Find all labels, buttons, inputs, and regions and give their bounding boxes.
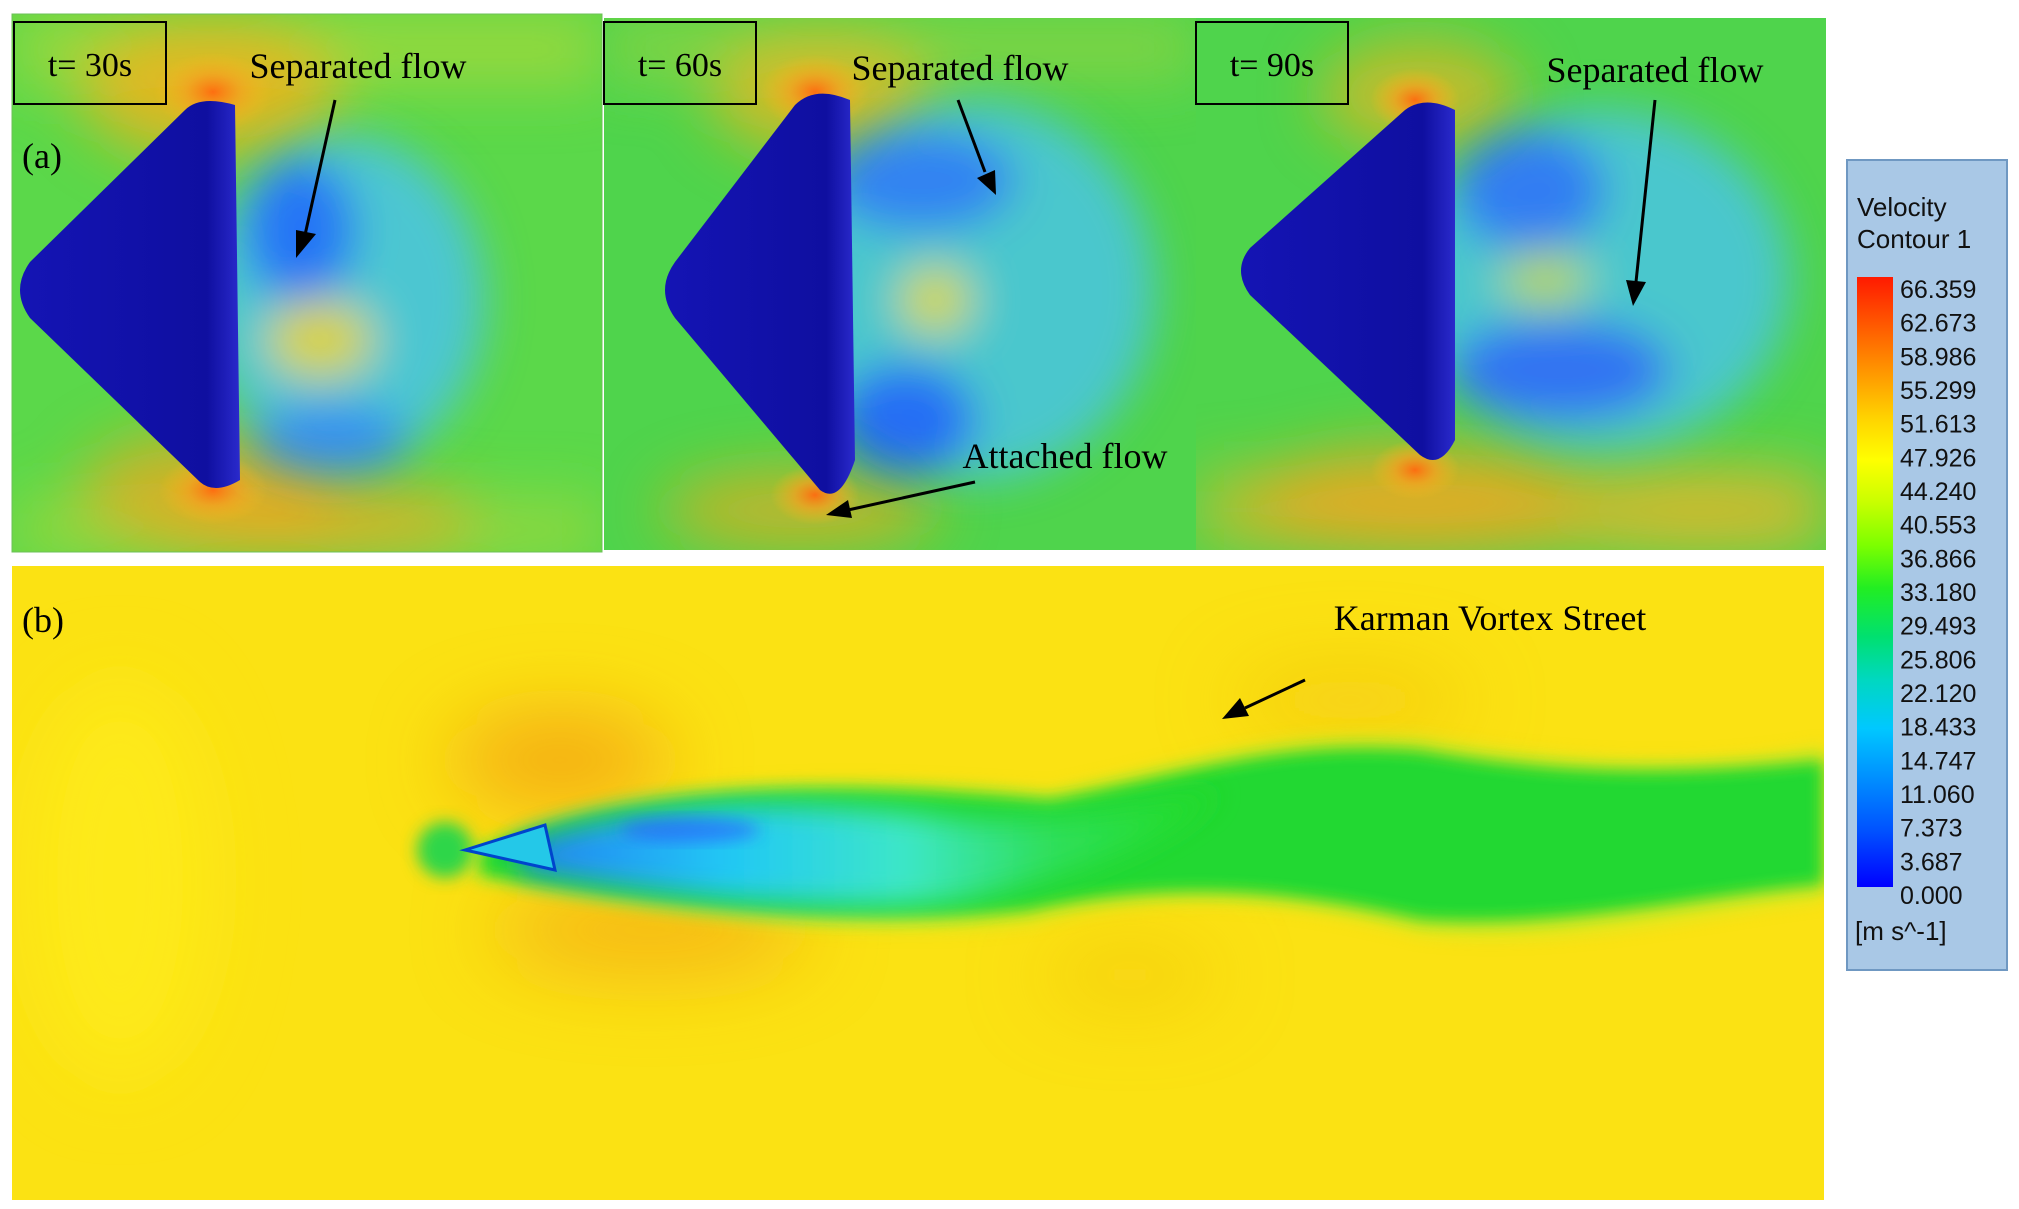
legend-tick-label: 0.000	[1900, 882, 1963, 910]
annotation-separated-flow-3: Separated flow	[1547, 50, 1764, 90]
legend-title-line2: Contour 1	[1857, 224, 1971, 254]
annotation-separated-flow-1: Separated flow	[250, 46, 467, 86]
triangular-body	[665, 93, 855, 494]
time-label: t= 60s	[638, 47, 722, 84]
legend-tick-label: 29.493	[1900, 613, 1976, 641]
panel-a-frame-1	[12, 14, 602, 552]
legend-tick-label: 18.433	[1900, 714, 1976, 742]
stagnation-zone-bottom	[158, 455, 268, 525]
legend-tick-label: 36.866	[1900, 545, 1976, 573]
legend-tick-label: 66.359	[1900, 276, 1976, 304]
triangular-body	[20, 101, 240, 489]
arrow-separated-flow-1	[296, 99, 337, 258]
panel-a-label: (a)	[22, 136, 62, 176]
arrow-separated-flow-3	[1626, 99, 1657, 306]
panel-b	[12, 566, 1824, 1200]
annotation-karman-vortex-street: Karman Vortex Street	[1334, 598, 1647, 638]
velocity-legend: Velocity Contour 1 66.359 62.673 58.986 55.…	[1846, 159, 2008, 971]
legend-tick-label: 47.926	[1900, 444, 1976, 472]
legend-tick-label: 22.120	[1900, 680, 1976, 708]
annotation-attached-flow: Attached flow	[963, 436, 1168, 476]
time-box-3: t= 90s	[1195, 21, 1349, 105]
panel-b-label: (b)	[22, 600, 64, 640]
triangular-body	[1241, 102, 1455, 460]
arrow-attached-flow	[826, 480, 976, 518]
legend-color-bar	[1857, 277, 1893, 887]
legend-tick-label: 40.553	[1900, 512, 1976, 540]
legend-tick-label: 58.986	[1900, 343, 1976, 371]
legend-tick-labels: 66.359 62.673 58.986 55.299 51.613 47.926 44.2…	[1900, 276, 1976, 910]
time-label: t= 90s	[1230, 47, 1314, 84]
legend-tick-label: 7.373	[1900, 815, 1963, 843]
legend-tick-label: 3.687	[1900, 848, 1963, 876]
legend-tick-label: 51.613	[1900, 411, 1976, 439]
annotation-separated-flow-2: Separated flow	[852, 48, 1069, 88]
separated-wake	[1410, 110, 1790, 450]
legend-tick-label: 11.060	[1900, 781, 1975, 809]
legend-tick-label: 55.299	[1900, 377, 1976, 405]
panel-a-frame-3	[1196, 18, 1826, 550]
time-box-1: t= 30s	[13, 21, 167, 105]
legend-tick-label: 25.806	[1900, 646, 1976, 674]
legend-tick-label: 62.673	[1900, 310, 1976, 338]
legend-unit: [m s^-1]	[1855, 916, 1947, 946]
legend-tick-label: 33.180	[1900, 579, 1976, 607]
arrow-karman-vortex-street	[1222, 678, 1306, 719]
separated-wake	[795, 100, 1155, 480]
cylinder-stagnation	[417, 822, 473, 878]
triangular-body-small	[459, 823, 557, 872]
legend-tick-label: 14.747	[1900, 747, 1976, 775]
time-label: t= 30s	[48, 47, 132, 84]
karman-vortex-wake	[470, 733, 1824, 939]
legend-title-line1: Velocity	[1857, 192, 1947, 222]
time-box-2: t= 60s	[603, 21, 757, 105]
separated-wake	[205, 135, 485, 475]
legend-tick-label: 44.240	[1900, 478, 1976, 506]
arrow-separated-flow-2	[956, 99, 996, 195]
